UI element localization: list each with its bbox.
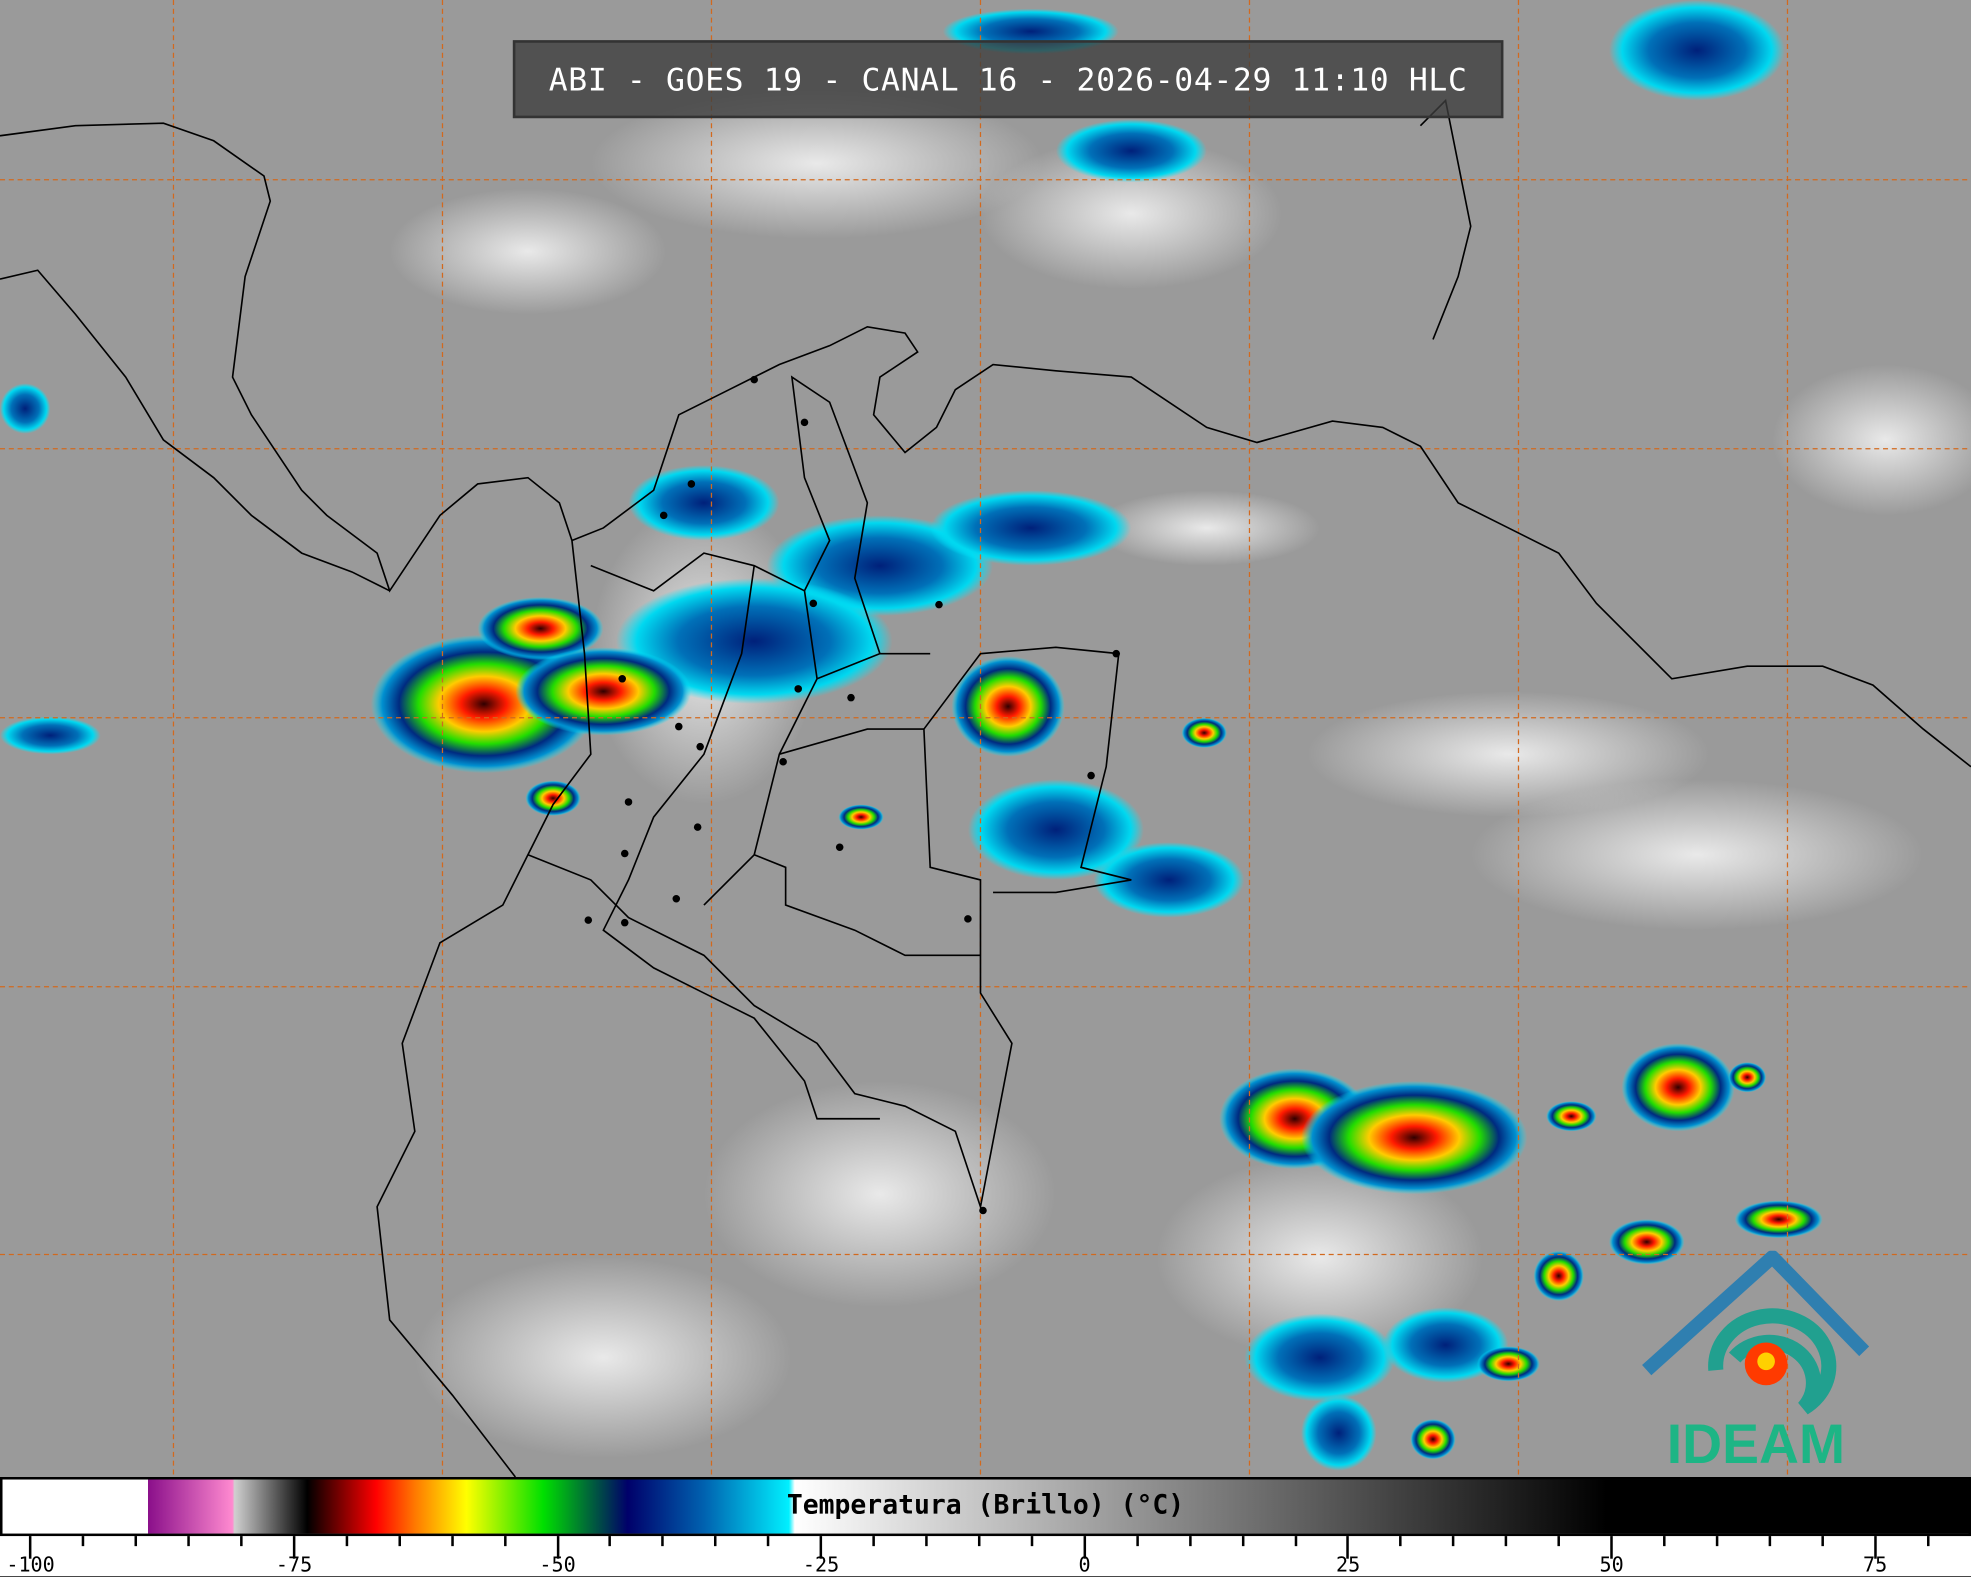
- colorbar-major-tick: [29, 1536, 32, 1559]
- colorbar: Temperatura (Brillo) (°C) -100 -75 -50 -25 0…: [0, 1476, 1971, 1577]
- colorbar-minor-tick: [1768, 1536, 1771, 1547]
- colorbar-minor-tick: [82, 1536, 85, 1547]
- colorbar-minor-tick: [872, 1536, 876, 1547]
- colorbar-major-tick: [1610, 1536, 1613, 1559]
- colorbar-tick-label: -100: [6, 1552, 55, 1577]
- coastlines-borders: [0, 98, 1971, 1477]
- colorbar-tick-label: -75: [275, 1552, 313, 1577]
- satellite-map: [0, 0, 1971, 1477]
- colorbar-minor-tick: [977, 1536, 981, 1547]
- convective-cells: [0, 0, 1823, 1471]
- colorbar-minor-tick: [187, 1536, 190, 1547]
- colorbar-minor-tick: [1030, 1536, 1034, 1547]
- colorbar-tick-label: 0: [1078, 1552, 1091, 1577]
- colorbar-minor-tick: [398, 1536, 401, 1547]
- colorbar-minor-tick: [450, 1536, 454, 1547]
- colorbar-major-tick: [556, 1536, 559, 1559]
- title-banner: ABI - GOES 19 - CANAL 16 - 2026-04-29 11…: [512, 40, 1504, 119]
- colorbar-tick-label: 25: [1335, 1552, 1361, 1577]
- colorbar-tick-label: -25: [802, 1552, 840, 1577]
- colorbar-minor-tick: [1399, 1536, 1403, 1547]
- colorbar-minor-tick: [1188, 1536, 1192, 1547]
- colorbar-minor-tick: [609, 1536, 612, 1547]
- colorbar-major-tick: [819, 1536, 823, 1559]
- ideam-logo: [1642, 1250, 1870, 1415]
- colorbar-major-tick: [1083, 1536, 1086, 1559]
- gridlines: [0, 0, 1971, 1477]
- colorbar-major-tick: [292, 1536, 296, 1559]
- colorbar-minor-tick: [1241, 1536, 1244, 1547]
- colorbar-gradient: [0, 1476, 1971, 1537]
- ideam-logo-text: IDEAM: [1666, 1414, 1846, 1476]
- colorbar-minor-tick: [1663, 1536, 1666, 1547]
- colorbar-minor-tick: [240, 1536, 243, 1547]
- colorbar-minor-tick: [1452, 1536, 1455, 1547]
- colorbar-minor-tick: [1136, 1536, 1139, 1547]
- colorbar-minor-tick: [1557, 1536, 1561, 1547]
- colorbar-minor-tick: [345, 1536, 349, 1547]
- colorbar-minor-tick: [1821, 1536, 1824, 1547]
- image-title: ABI - GOES 19 - CANAL 16 - 2026-04-29 11…: [548, 60, 1468, 98]
- colorbar-major-tick: [1346, 1536, 1350, 1559]
- colorbar-minor-tick: [925, 1536, 928, 1547]
- colorbar-minor-tick: [661, 1536, 665, 1547]
- colorbar-minor-tick: [1926, 1536, 1930, 1547]
- colorbar-major-tick: [1873, 1536, 1877, 1559]
- colorbar-minor-tick: [714, 1536, 717, 1547]
- colorbar-tick-label: 75: [1862, 1552, 1888, 1577]
- colorbar-minor-tick: [1294, 1536, 1297, 1547]
- colorbar-minor-tick: [1715, 1536, 1719, 1547]
- colorbar-ticks: -100 -75 -50 -25 0 25 50 75: [0, 1536, 1971, 1576]
- colorbar-minor-tick: [134, 1536, 138, 1547]
- colorbar-minor-tick: [503, 1536, 507, 1547]
- colorbar-tick-label: -50: [539, 1552, 576, 1577]
- city-markers: [584, 375, 1121, 1215]
- colorbar-minor-tick: [1504, 1536, 1508, 1547]
- colorbar-label: Temperatura (Brillo) (°C): [786, 1489, 1185, 1520]
- colorbar-minor-tick: [767, 1536, 770, 1547]
- colorbar-tick-label: 50: [1599, 1552, 1624, 1577]
